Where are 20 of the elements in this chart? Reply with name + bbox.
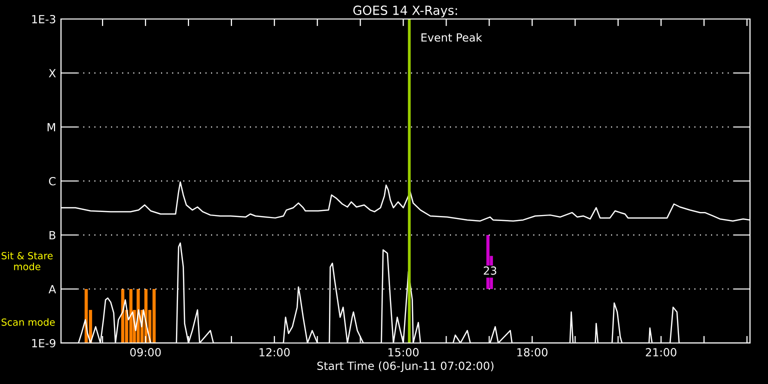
x-tick-label: 09:00	[130, 348, 161, 356]
x-tick-label: 21:00	[646, 348, 676, 356]
bar	[129, 289, 132, 343]
text: Sit & Stare mode	[2, 252, 53, 270]
y-tick-label: 1E-9	[32, 338, 56, 348]
bar	[121, 289, 124, 343]
y-tick-label: 1E-3	[32, 14, 56, 24]
text: Scan mode	[2, 318, 55, 326]
chart-title: GOES 14 X-Rays:	[353, 6, 457, 18]
y-tick-label: M	[48, 123, 56, 132]
ref-line-label: Event Peak	[422, 33, 482, 42]
x-tick-label: 15:00	[388, 348, 419, 356]
annotation: 23	[484, 266, 496, 275]
x-axis-title: Start Time (06-Jun-11 07:02:00)	[317, 361, 494, 372]
y-tick-label: X	[48, 69, 56, 78]
x-tick-label: 18:00	[517, 348, 548, 356]
y-tick-label: B	[50, 231, 56, 240]
x-tick-label: 12:00	[260, 348, 290, 356]
y-tick-label: C	[49, 176, 56, 186]
y-tick-label: A	[48, 285, 56, 294]
